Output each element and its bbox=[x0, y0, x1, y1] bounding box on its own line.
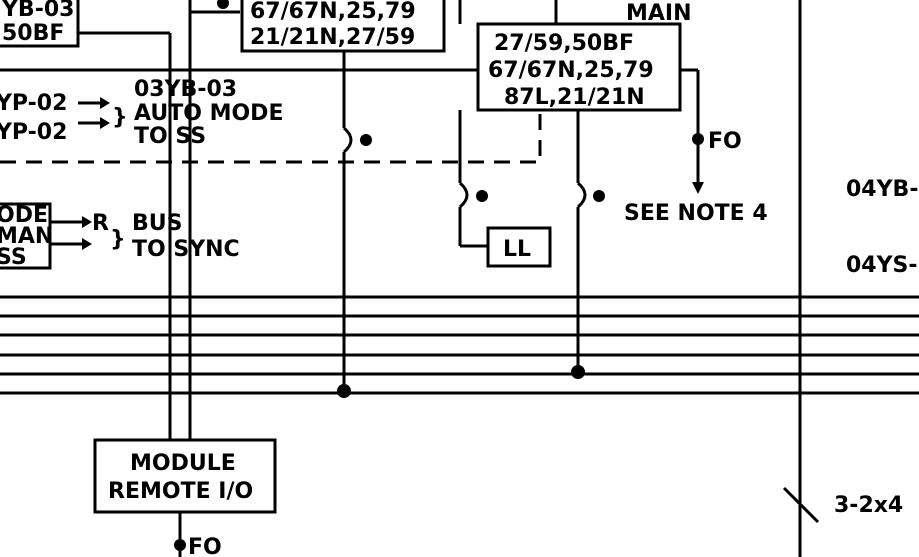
input1: YP-02 bbox=[0, 91, 67, 116]
box-left-top-line1: YB-03 bbox=[1, 0, 74, 22]
relay-upper-line2: 21/21N,27/59 bbox=[250, 25, 415, 50]
bus-label: BUS bbox=[132, 211, 182, 236]
to-ss: TO SS bbox=[134, 124, 206, 149]
mode-line2: MAN bbox=[0, 224, 53, 249]
dashed-link bbox=[0, 112, 542, 164]
tag-03yb: 03YB-03 bbox=[134, 77, 237, 102]
relay-upper-line1: 67/67N,25,79 bbox=[250, 0, 416, 24]
input2: YP-02 bbox=[0, 120, 67, 145]
fo-right: FO bbox=[680, 68, 742, 194]
remote-io-line2: REMOTE I/O bbox=[108, 479, 253, 504]
right-label-1: 04YB- bbox=[846, 177, 918, 202]
box-left-top-line2: 50BF bbox=[2, 21, 64, 46]
ll-box: LL bbox=[486, 226, 552, 268]
brace-auto: } bbox=[112, 105, 128, 130]
relay-r: R bbox=[92, 211, 109, 236]
see-note: SEE NOTE 4 bbox=[624, 201, 768, 226]
remote-io-box: MODULE REMOTE I/O bbox=[93, 438, 277, 514]
to-sync-label: TO SYNC bbox=[132, 237, 240, 262]
relay-box-upper-left: 67/67N,25,79 21/21N,27/59 bbox=[240, 0, 446, 53]
fo-bottom-label: FO bbox=[188, 535, 222, 557]
relay-box-main: 27/59,50BF 67/67N,25,79 87L,21/21N bbox=[476, 22, 682, 112]
cable-slash bbox=[782, 486, 820, 524]
bus-sync: R } BUS TO SYNC bbox=[50, 211, 240, 262]
auto-mode: AUTO MODE bbox=[134, 101, 283, 126]
bus-bars bbox=[0, 295, 919, 395]
brace-bus: } bbox=[110, 227, 126, 252]
remote-io-line1: MODULE bbox=[130, 451, 236, 476]
left-inputs: YP-02 YP-02 } 03YB-03 AUTO MODE TO SS bbox=[0, 77, 283, 149]
ll-label: LL bbox=[503, 237, 531, 262]
main-line1: 27/59,50BF bbox=[494, 31, 634, 56]
right-label-2: 04YS- bbox=[846, 253, 918, 278]
main-line2: 67/67N,25,79 bbox=[488, 58, 654, 83]
main-label: MAIN bbox=[626, 1, 692, 26]
cable-label: 3-2x4 bbox=[834, 493, 903, 518]
main-line3: 87L,21/21N bbox=[504, 85, 645, 110]
fo-right-label: FO bbox=[708, 129, 742, 154]
mode-line1: ODE bbox=[0, 203, 48, 228]
mode-line3: SS bbox=[0, 245, 27, 270]
box-left-mode: ODE MAN SS bbox=[0, 202, 53, 270]
box-left-top: YB-03 50BF bbox=[0, 0, 80, 48]
fo-bottom: FO bbox=[174, 512, 222, 557]
